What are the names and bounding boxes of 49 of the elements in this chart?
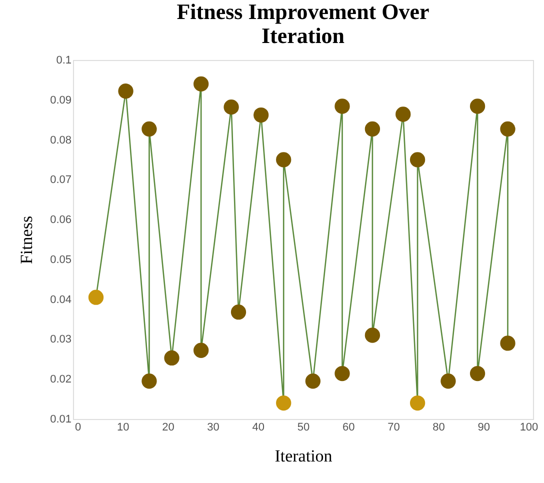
chart-title: Fitness Improvement Over Iteration (176, 0, 430, 48)
point (470, 366, 486, 382)
x-tick-label: 60 (342, 422, 355, 434)
point (334, 98, 350, 114)
point (364, 328, 380, 343)
point (88, 290, 104, 305)
y-tick-label: 0.07 (50, 174, 72, 186)
y-tick-label: 0.08 (50, 134, 72, 146)
point (193, 342, 209, 358)
point (500, 336, 516, 351)
x-axis-title: Iteration (274, 446, 333, 466)
x-tick-label: 10 (116, 422, 130, 434)
x-tick-label: 30 (207, 422, 220, 434)
point (253, 107, 269, 123)
point (118, 84, 134, 99)
point (410, 152, 426, 168)
point (410, 395, 426, 411)
x-tick-label: 50 (297, 422, 310, 434)
y-axis-title: Fitness (17, 216, 36, 264)
x-tick-label: 20 (162, 422, 174, 434)
point (224, 100, 239, 115)
x-tick-label: 90 (478, 422, 490, 434)
y-tick-label: 0.1 (56, 54, 72, 66)
point (276, 395, 292, 411)
point (164, 350, 180, 366)
point (440, 374, 456, 389)
point (364, 121, 380, 137)
point (470, 98, 486, 114)
y-tick-label: 0.02 (50, 374, 72, 386)
point (230, 304, 246, 320)
point (500, 121, 516, 137)
y-tick-label: 0.03 (50, 334, 72, 346)
point (305, 374, 321, 389)
point (334, 366, 350, 382)
point (142, 121, 157, 137)
y-tick-label: 0.06 (50, 214, 72, 226)
y-tick-label: 0.05 (50, 254, 72, 266)
x-tick-label: 80 (432, 422, 445, 434)
y-tick-label: 0.01 (50, 414, 72, 426)
x-tick-label: 100 (520, 422, 538, 434)
point (276, 152, 292, 168)
x-tick-label: 0 (74, 422, 82, 434)
y-tick-label: 0.04 (50, 294, 72, 306)
x-tick-label: 70 (388, 422, 400, 434)
x-tick-label: 40 (252, 422, 265, 434)
point (142, 374, 157, 389)
y-tick-label: 0.09 (50, 94, 72, 106)
point (396, 106, 411, 122)
point (193, 76, 209, 92)
